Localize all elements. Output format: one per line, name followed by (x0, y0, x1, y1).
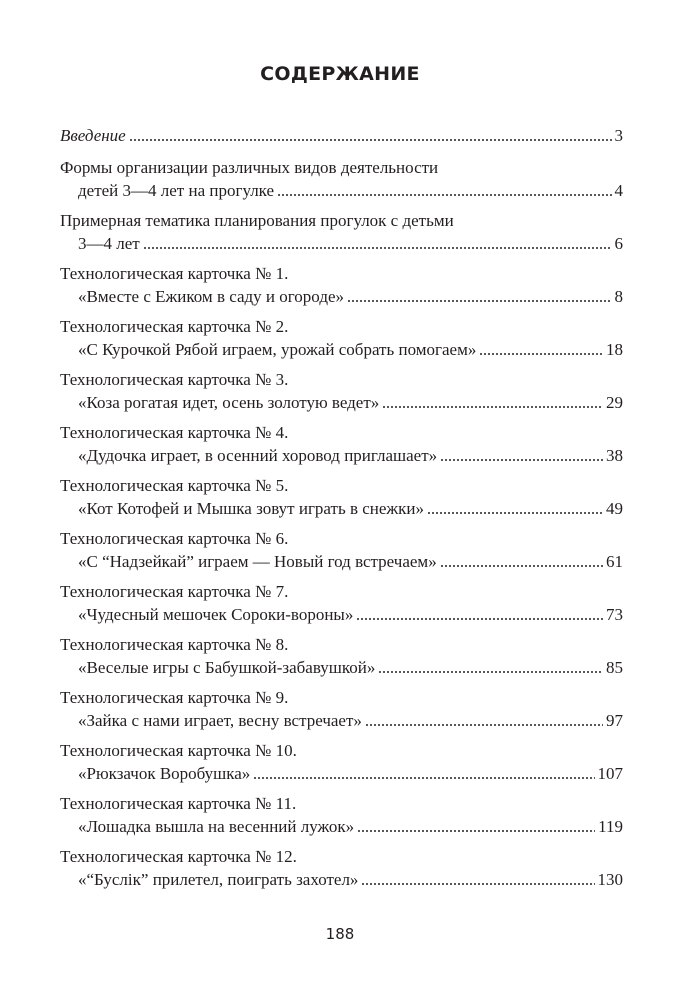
toc-entry-title: «С “Надзейкай” играем — Новый год встреч… (78, 552, 437, 571)
toc-entry-heading: Технологическая карточка № 12. (60, 847, 297, 866)
toc-page-number: 29 (606, 393, 623, 412)
toc-entry-title: «Чудесный мешочек Сороки-вороны» (78, 605, 354, 624)
toc-entry-heading: Технологическая карточка № 5. (60, 476, 289, 495)
toc-entry-heading: Технологическая карточка № 2. (60, 317, 289, 336)
toc-entry: Технологическая карточка № 11. «Лошадка в… (60, 792, 623, 838)
toc-entry-heading: Формы организации различных видов деятел… (60, 158, 439, 177)
toc-entry: Технологическая карточка № 1. «Вместе с Е… (60, 262, 623, 308)
toc-entry: Технологическая карточка № 8. «Веселые иг… (60, 633, 623, 679)
toc-page-number: 97 (606, 711, 623, 730)
toc-page-number: 38 (606, 446, 623, 465)
toc-entry-heading: Технологическая карточка № 7. (60, 582, 289, 601)
toc-entry: Технологическая карточка № 12. «“Буслік” … (60, 845, 623, 891)
toc-entry-title: «Веселые игры с Бабушкой-забавушкой» (78, 658, 376, 677)
toc-entry-line: «Кот Котофей и Мышка зовут играть в снеж… (60, 497, 623, 520)
toc-entry-title: «Дудочка играет, в осенний хоровод пригл… (78, 446, 438, 465)
toc-entry-line: «С “Надзейкай” играем — Новый год встреч… (60, 550, 623, 573)
dot-leader (277, 194, 612, 196)
dot-leader (364, 724, 603, 726)
toc-entry: Технологическая карточка № 2. «С Курочкой… (60, 315, 623, 361)
toc-entry: Технологическая карточка № 4. «Дудочка иг… (60, 421, 623, 467)
toc-entry-line: «Вместе с Ежиком в саду и огороде» 8 (60, 285, 623, 308)
toc-page-number: 107 (597, 764, 624, 783)
toc-page-number: 73 (606, 605, 623, 624)
toc-entry-line: «Чудесный мешочек Сороки-вороны» 73 (60, 603, 623, 626)
toc-entry-heading: Технологическая карточка № 10. (60, 741, 297, 760)
toc-page-number: 49 (606, 499, 623, 518)
toc-entry: Введение 3 (60, 124, 623, 147)
toc-entry: Технологическая карточка № 10. «Рюкзачок … (60, 739, 623, 785)
page-title: СОДЕРЖАНИЕ (260, 63, 420, 85)
toc-entry: Технологическая карточка № 9. «Зайка с на… (60, 686, 623, 732)
toc-entry-heading: Технологическая карточка № 9. (60, 688, 289, 707)
toc-entry-title: детей 3—4 лет на прогулке (78, 181, 275, 200)
toc-entry-title: «Коза рогатая идет, осень золотую ведет» (78, 393, 380, 412)
toc-page-number: 8 (614, 287, 624, 306)
dot-leader (253, 777, 595, 779)
toc-entry-line: «С Курочкой Рябой играем, урожай собрать… (60, 338, 623, 361)
toc-entry-title: Введение (60, 126, 126, 145)
dot-leader (347, 300, 612, 302)
toc-page-number: 18 (606, 340, 623, 359)
toc-page-number: 61 (606, 552, 623, 571)
dot-leader (357, 830, 596, 832)
dot-leader (128, 139, 612, 141)
dot-leader (427, 512, 603, 514)
toc-entry-heading: Технологическая карточка № 8. (60, 635, 289, 654)
toc-entry-line: «Веселые игры с Бабушкой-забавушкой» 85 (60, 656, 623, 679)
toc-entry-title: «Зайка с нами играет, весну встречает» (78, 711, 362, 730)
toc-page-number: 3 (614, 126, 624, 145)
dot-leader (356, 618, 603, 620)
toc-page-number: 4 (614, 181, 624, 200)
toc-entry-line: Введение 3 (60, 124, 623, 147)
page-number: 188 (325, 925, 355, 943)
toc-entry-line: «Коза рогатая идет, осень золотую ведет»… (60, 391, 623, 414)
toc-entry: Технологическая карточка № 7. «Чудесный м… (60, 580, 623, 626)
table-of-contents: Введение 3 Формы организации различных вид… (60, 124, 623, 898)
toc-page-number: 6 (614, 234, 624, 253)
toc-entry-title: «Лошадка вышла на весенний лужок» (78, 817, 355, 836)
toc-entry-title: «Рюкзачок Воробушка» (78, 764, 251, 783)
toc-entry: Технологическая карточка № 5. «Кот Котофе… (60, 474, 623, 520)
dot-leader (361, 883, 595, 885)
toc-entry: Технологическая карточка № 6. «С “Надзейк… (60, 527, 623, 573)
toc-entry-heading: Примерная тематика планирования прогулок… (60, 211, 454, 230)
toc-entry-line: детей 3—4 лет на прогулке 4 (60, 179, 623, 202)
toc-entry-line: 3—4 лет 6 (60, 232, 623, 255)
toc-page-number: 119 (598, 817, 623, 836)
toc-entry-title: «С Курочкой Рябой играем, урожай собрать… (78, 340, 477, 359)
toc-entry-line: «Рюкзачок Воробушка» 107 (60, 762, 623, 785)
toc-entry: Формы организации различных видов деятел… (60, 156, 623, 202)
toc-entry-title: «“Буслік” прилетел, поиграть захотел» (78, 870, 359, 889)
dot-leader (440, 459, 603, 461)
dot-leader (378, 671, 603, 673)
toc-entry: Технологическая карточка № 3. «Коза рогат… (60, 368, 623, 414)
toc-entry: Примерная тематика планирования прогулок… (60, 209, 623, 255)
dot-leader (142, 247, 612, 249)
toc-entry-heading: Технологическая карточка № 1. (60, 264, 289, 283)
dot-leader (439, 565, 603, 567)
toc-entry-heading: Технологическая карточка № 4. (60, 423, 289, 442)
toc-entry-line: «Зайка с нами играет, весну встречает» 97 (60, 709, 623, 732)
toc-entry-title: «Кот Котофей и Мышка зовут играть в снеж… (78, 499, 425, 518)
toc-page-number: 130 (597, 870, 624, 889)
toc-entry-heading: Технологическая карточка № 11. (60, 794, 297, 813)
toc-entry-line: «Лошадка вышла на весенний лужок» 119 (60, 815, 623, 838)
toc-entry-heading: Технологическая карточка № 6. (60, 529, 289, 548)
toc-entry-line: «“Буслік” прилетел, поиграть захотел» 130 (60, 868, 623, 891)
toc-page-number: 85 (606, 658, 623, 677)
dot-leader (479, 353, 603, 355)
toc-entry-title: «Вместе с Ежиком в саду и огороде» (78, 287, 345, 306)
dot-leader (382, 406, 603, 408)
toc-entry-heading: Технологическая карточка № 3. (60, 370, 289, 389)
toc-entry-title: 3—4 лет (78, 234, 140, 253)
toc-entry-line: «Дудочка играет, в осенний хоровод пригл… (60, 444, 623, 467)
